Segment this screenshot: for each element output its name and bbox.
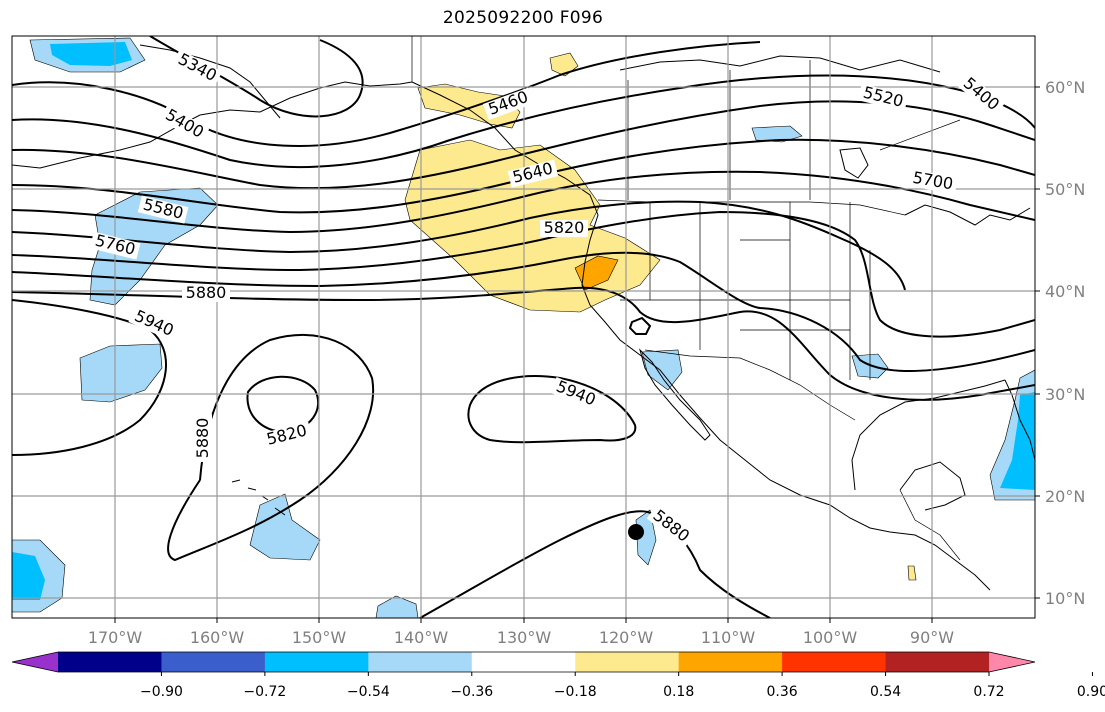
contour-5760 [12, 210, 1035, 338]
contour-5940-east [467, 375, 637, 444]
lat-label-20n: 20°N [1045, 487, 1085, 506]
coastline-baja [639, 348, 711, 441]
coastline-great-lakes [904, 204, 1031, 226]
latitude-labels: 60°N 50°N 40°N 30°N 20°N 10°N [1045, 78, 1085, 608]
colorbar-segment [161, 652, 266, 672]
colorbar-tick-label: 0.54 [870, 684, 901, 700]
lat-label-40n: 40°N [1045, 282, 1085, 301]
colorbar-segment [368, 652, 473, 672]
colorbar-segments [11, 651, 1036, 673]
colorbar-segment [264, 652, 369, 672]
pos-core-oregon [574, 255, 619, 291]
lat-label-60n: 60°N [1045, 78, 1085, 97]
contour-5880-south [167, 333, 375, 562]
lon-label-160w: 160°W [190, 628, 245, 647]
contour-label-5700: 5700 [907, 168, 958, 195]
storm-center-marker [628, 524, 644, 540]
contour-label-5820-north: 5820 [540, 218, 588, 237]
colorbar-segment [678, 652, 783, 672]
neg-core-florida [1000, 392, 1035, 490]
neg-area-subtropical-pacific [79, 343, 163, 403]
neg-core-gulf-alaska [50, 42, 132, 66]
border-canada-provinces [627, 60, 961, 200]
colorbar-extend-low [12, 652, 58, 672]
lon-label-100w: 100°W [803, 628, 858, 647]
lat-label-50n: 50°N [1045, 180, 1085, 199]
colorbar-tick-label: 0.18 [663, 684, 694, 700]
colorbar-segment [782, 652, 887, 672]
svg-text:5820: 5820 [544, 218, 585, 237]
lon-label-110w: 110°W [701, 628, 756, 647]
neg-area-hawaii-south [249, 493, 321, 561]
coastline-hawaii [231, 479, 286, 516]
longitude-labels: 170°W 160°W 150°W 140°W 130°W 120°W 110°… [88, 628, 954, 647]
chart-title: 2025092200 F096 [442, 8, 604, 28]
colorbar-tick-label: −0.54 [347, 684, 390, 700]
shaded-anomaly-fields [12, 37, 1035, 618]
lon-label-130w: 130°W [497, 628, 552, 647]
contour-hex-low [628, 316, 652, 335]
lat-lon-grid [12, 36, 1035, 618]
contour-5820-south [246, 375, 320, 434]
pos-area-central-america [907, 565, 917, 581]
coastline-gulf [851, 379, 1006, 491]
contour-5940-west [12, 299, 167, 456]
colorbar-tick-label: 0.90 [1077, 684, 1105, 700]
contour-5880-east [419, 510, 771, 618]
coastline-yucatan [899, 461, 966, 511]
lon-label-90w: 90°W [910, 628, 954, 647]
contour-label-5880-south: 5880 [193, 414, 212, 462]
colorbar-segment [575, 652, 680, 672]
colorbar-tick-label: −0.18 [554, 684, 597, 700]
colorbar-tick-label: −0.72 [243, 684, 286, 700]
colorbar-extend-high [989, 652, 1035, 672]
lon-label-150w: 150°W [292, 628, 347, 647]
lat-label-10n: 10°N [1045, 589, 1085, 608]
contour-5520 [12, 100, 1035, 190]
lat-label-30n: 30°N [1045, 385, 1085, 404]
svg-text:5880: 5880 [186, 283, 227, 302]
colorbar-tick-label: −0.36 [450, 684, 493, 700]
lon-label-140w: 140°W [394, 628, 449, 647]
colorbar-tick-label: −0.90 [140, 684, 183, 700]
colorbar-tick-label: 0.72 [973, 684, 1004, 700]
contour-label-5880-north: 5880 [182, 283, 230, 302]
colorbar: −0.90 −0.72 −0.54 −0.36 −0.18 0.18 0.36 0.54 0.7… [11, 651, 1105, 700]
contour-5820-north [12, 251, 1035, 372]
coastline-alaska-north [139, 44, 281, 119]
colorbar-tick-label: 0.36 [767, 684, 798, 700]
contour-5640 [12, 170, 1035, 234]
colorbar-outline [11, 651, 1036, 673]
colorbar-segment [885, 652, 990, 672]
lon-label-170w: 170°W [88, 628, 143, 647]
neg-core-southwest [12, 552, 45, 600]
contour-5700 [12, 200, 906, 291]
lon-label-120w: 120°W [599, 628, 654, 647]
colorbar-tick-labels: −0.90 −0.72 −0.54 −0.36 −0.18 0.18 0.36 0.54 0.7… [140, 672, 1105, 700]
contour-5460 [12, 74, 1035, 169]
contour-5400-west [12, 41, 761, 147]
colorbar-segment [58, 652, 162, 672]
border-central-america [899, 489, 961, 561]
axis-ticks [114, 86, 1040, 623]
coastline-arctic [619, 55, 941, 73]
colorbar-segment [471, 652, 576, 672]
svg-text:5880: 5880 [193, 418, 212, 459]
coastline-hudson [839, 147, 869, 179]
